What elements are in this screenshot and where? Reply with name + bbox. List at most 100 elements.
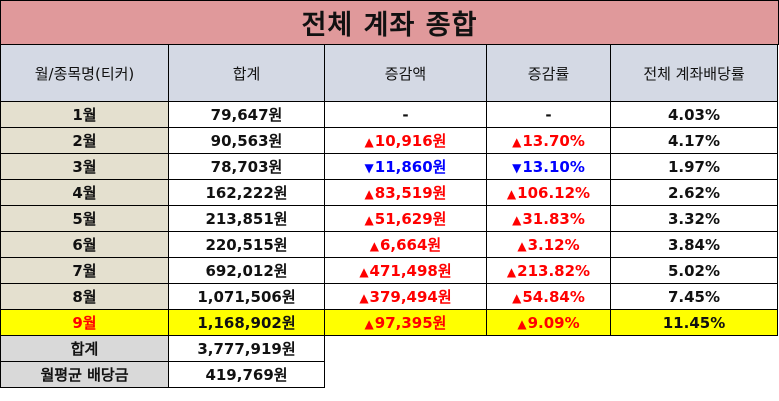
table-row: 7월 692,012원 ▲471,498원 ▲213.82% 5.02% — [0, 257, 778, 284]
cell-rate-text: 31.83% — [522, 209, 585, 228]
triangle-down-icon: ▼ — [512, 160, 522, 175]
cell-month[interactable]: 9월 — [0, 309, 169, 336]
cell-month-text: 8월 — [72, 288, 97, 306]
cell-yield-text: 4.17% — [667, 131, 721, 150]
cell-rate[interactable]: ▲54.84% — [486, 283, 611, 310]
cell-rate[interactable]: ▼13.10% — [486, 153, 611, 180]
cell-month[interactable]: 6월 — [0, 231, 169, 258]
cell-yield[interactable]: 11.45% — [610, 309, 778, 336]
cell-yield[interactable]: 5.02% — [610, 257, 778, 284]
cell-total[interactable]: 1,168,902원 — [168, 309, 325, 336]
header-change[interactable]: 증감액 — [324, 44, 487, 102]
dividend-table: 월/종목명(티커) 합계 증감액 증감률 전체 계좌배당률 1월 79,647원 -… — [0, 44, 778, 388]
summary-label[interactable]: 합계 — [0, 335, 169, 362]
cell-total-text: 213,851원 — [205, 210, 288, 228]
table-row: 1월 79,647원 - - 4.03% — [0, 101, 778, 128]
cell-yield-text: 5.02% — [667, 261, 721, 280]
cell-month[interactable]: 5월 — [0, 205, 169, 232]
cell-total[interactable]: 78,703원 — [168, 153, 325, 180]
cell-rate-text: 213.82% — [517, 261, 591, 280]
cell-rate[interactable]: ▲3.12% — [486, 231, 611, 258]
triangle-up-icon: ▲ — [512, 134, 522, 149]
cell-change[interactable]: - — [324, 101, 487, 128]
table-row: 3월 78,703원 ▼11,860원 ▼13.10% 1.97% — [0, 153, 778, 180]
cell-change-text: 10,916원 — [374, 132, 447, 150]
triangle-up-icon: ▲ — [364, 135, 374, 149]
header-row: 월/종목명(티커) 합계 증감액 증감률 전체 계좌배당률 — [0, 44, 778, 102]
cell-change[interactable]: ▲471,498원 — [324, 257, 487, 284]
cell-rate[interactable]: ▲31.83% — [486, 205, 611, 232]
cell-change-text: 83,519원 — [374, 184, 447, 202]
cell-rate[interactable]: ▲13.70% — [486, 127, 611, 154]
summary-value[interactable]: 419,769원 — [168, 361, 325, 388]
cell-yield-text: 2.62% — [667, 183, 721, 202]
cell-month[interactable]: 1월 — [0, 101, 169, 128]
cell-rate-text: 9.09% — [527, 313, 580, 332]
summary-label[interactable]: 월평균 배당금 — [0, 361, 169, 388]
cell-change[interactable]: ▲51,629원 — [324, 205, 487, 232]
cell-yield[interactable]: 3.84% — [610, 231, 778, 258]
triangle-up-icon: ▲ — [364, 317, 374, 331]
cell-month[interactable]: 3월 — [0, 153, 169, 180]
cell-rate-text: 13.70% — [522, 131, 585, 150]
cell-rate[interactable]: ▲106.12% — [486, 179, 611, 206]
triangle-up-icon: ▲ — [506, 264, 517, 279]
cell-yield-text: 11.45% — [662, 313, 726, 332]
cell-month[interactable]: 2월 — [0, 127, 169, 154]
cell-total-text: 79,647원 — [210, 106, 283, 124]
table-row: 8월 1,071,506원 ▲379,494원 ▲54.84% 7.45% — [0, 283, 778, 310]
cell-total-text: 162,222원 — [205, 184, 288, 202]
cell-month[interactable]: 8월 — [0, 283, 169, 310]
triangle-up-icon: ▲ — [517, 316, 527, 331]
cell-change[interactable]: ▲83,519원 — [324, 179, 487, 206]
summary-body: 합계 3,777,919원 월평균 배당금 419,769원 — [0, 335, 778, 388]
header-total[interactable]: 합계 — [168, 44, 325, 102]
triangle-up-icon: ▲ — [364, 213, 374, 227]
header-rate[interactable]: 증감률 — [486, 44, 611, 102]
cell-yield[interactable]: 1.97% — [610, 153, 778, 180]
cell-total[interactable]: 162,222원 — [168, 179, 325, 206]
cell-change[interactable]: ▲10,916원 — [324, 127, 487, 154]
triangle-up-icon: ▲ — [512, 212, 522, 227]
cell-rate-text: 106.12% — [517, 183, 591, 202]
header-month[interactable]: 월/종목명(티커) — [0, 44, 169, 102]
cell-change-text: 471,498원 — [369, 262, 452, 280]
cell-yield[interactable]: 2.62% — [610, 179, 778, 206]
cell-total[interactable]: 79,647원 — [168, 101, 325, 128]
cell-change[interactable]: ▲6,664원 — [324, 231, 487, 258]
cell-yield[interactable]: 7.45% — [610, 283, 778, 310]
summary-value[interactable]: 3,777,919원 — [168, 335, 325, 362]
triangle-up-icon: ▲ — [359, 291, 369, 305]
cell-change[interactable]: ▲379,494원 — [324, 283, 487, 310]
cell-yield[interactable]: 4.03% — [610, 101, 778, 128]
triangle-up-icon: ▲ — [512, 290, 522, 305]
cell-month-text: 5월 — [72, 210, 97, 228]
cell-change-text: - — [402, 105, 409, 124]
cell-total[interactable]: 220,515원 — [168, 231, 325, 258]
cell-change[interactable]: ▼11,860원 — [324, 153, 487, 180]
cell-month-text: 6월 — [72, 236, 97, 254]
triangle-up-icon: ▲ — [506, 186, 517, 201]
cell-month-text: 1월 — [72, 106, 97, 124]
table-row: 2월 90,563원 ▲10,916원 ▲13.70% 4.17% — [0, 127, 778, 154]
triangle-up-icon: ▲ — [517, 238, 527, 253]
cell-yield[interactable]: 3.32% — [610, 205, 778, 232]
cell-total-text: 692,012원 — [205, 262, 288, 280]
cell-rate-text: 54.84% — [522, 287, 585, 306]
cell-rate[interactable]: ▲9.09% — [486, 309, 611, 336]
cell-total[interactable]: 692,012원 — [168, 257, 325, 284]
cell-rate[interactable]: - — [486, 101, 611, 128]
cell-change-text: 11,860원 — [374, 158, 447, 176]
cell-month-text: 4월 — [72, 184, 97, 202]
cell-total[interactable]: 213,851원 — [168, 205, 325, 232]
header-yield[interactable]: 전체 계좌배당률 — [610, 44, 778, 102]
cell-total-text: 90,563원 — [210, 132, 283, 150]
table-row: 6월 220,515원 ▲6,664원 ▲3.12% 3.84% — [0, 231, 778, 258]
cell-change[interactable]: ▲97,395원 — [324, 309, 487, 336]
cell-yield[interactable]: 4.17% — [610, 127, 778, 154]
cell-total[interactable]: 1,071,506원 — [168, 283, 325, 310]
cell-month[interactable]: 7월 — [0, 257, 169, 284]
cell-total[interactable]: 90,563원 — [168, 127, 325, 154]
cell-rate[interactable]: ▲213.82% — [486, 257, 611, 284]
cell-month[interactable]: 4월 — [0, 179, 169, 206]
